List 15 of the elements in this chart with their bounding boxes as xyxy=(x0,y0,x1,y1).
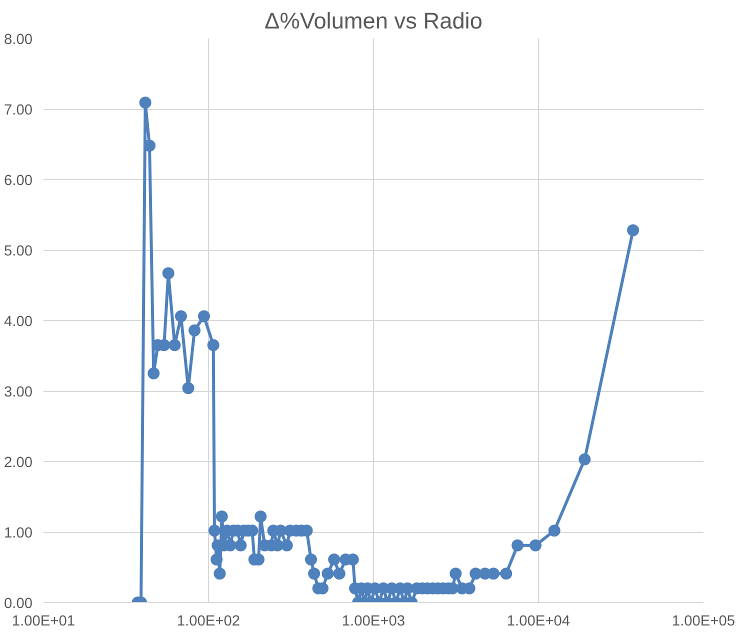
y-tick-label: 2.00 xyxy=(4,455,33,471)
y-tick-label: 1.00 xyxy=(4,526,33,542)
x-tick-label: 1.00E+05 xyxy=(672,614,736,630)
x-tick-label: 1.00E+03 xyxy=(342,614,406,630)
y-tick-label: 5.00 xyxy=(4,244,33,260)
y-tick-label: 8.00 xyxy=(4,32,33,48)
y-tick-label: 0.00 xyxy=(4,596,33,612)
y-tick-label: 7.00 xyxy=(4,102,33,118)
x-tick-label: 1.00E+02 xyxy=(176,614,240,630)
x-tick-label: 1.00E+01 xyxy=(12,614,76,630)
y-tick-label: 4.00 xyxy=(4,314,33,330)
chart-title: Δ%Volumen vs Radio xyxy=(264,8,482,34)
y-tick-label: 3.00 xyxy=(4,384,33,400)
x-tick-label: 1.00E+04 xyxy=(506,614,570,630)
y-tick-label: 6.00 xyxy=(4,173,33,189)
